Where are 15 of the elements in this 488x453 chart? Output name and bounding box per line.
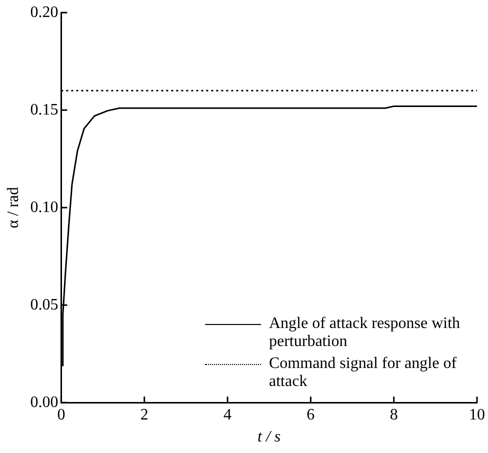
x-tick-label: 8 [390,406,398,424]
x-tick-label: 0 [57,406,66,424]
legend-label: Command signal for angle of attack [269,354,458,391]
y-axis-title: α / rad [4,186,22,228]
y-tick-label: 0.10 [30,198,58,216]
legend-label: Angle of attack response with perturbation [269,314,462,351]
y-tick-label: 0.05 [30,296,58,314]
x-tick-label: 10 [469,406,485,424]
y-tick-label: 0.20 [30,4,58,21]
x-axis-title: t / s [258,428,281,446]
x-tick-label: 2 [140,406,148,424]
y-tick-label: 0.00 [30,394,58,411]
y-tick-label: 0.15 [30,101,58,118]
x-tick-label: 4 [224,406,232,424]
x-tick-label: 6 [306,406,315,424]
